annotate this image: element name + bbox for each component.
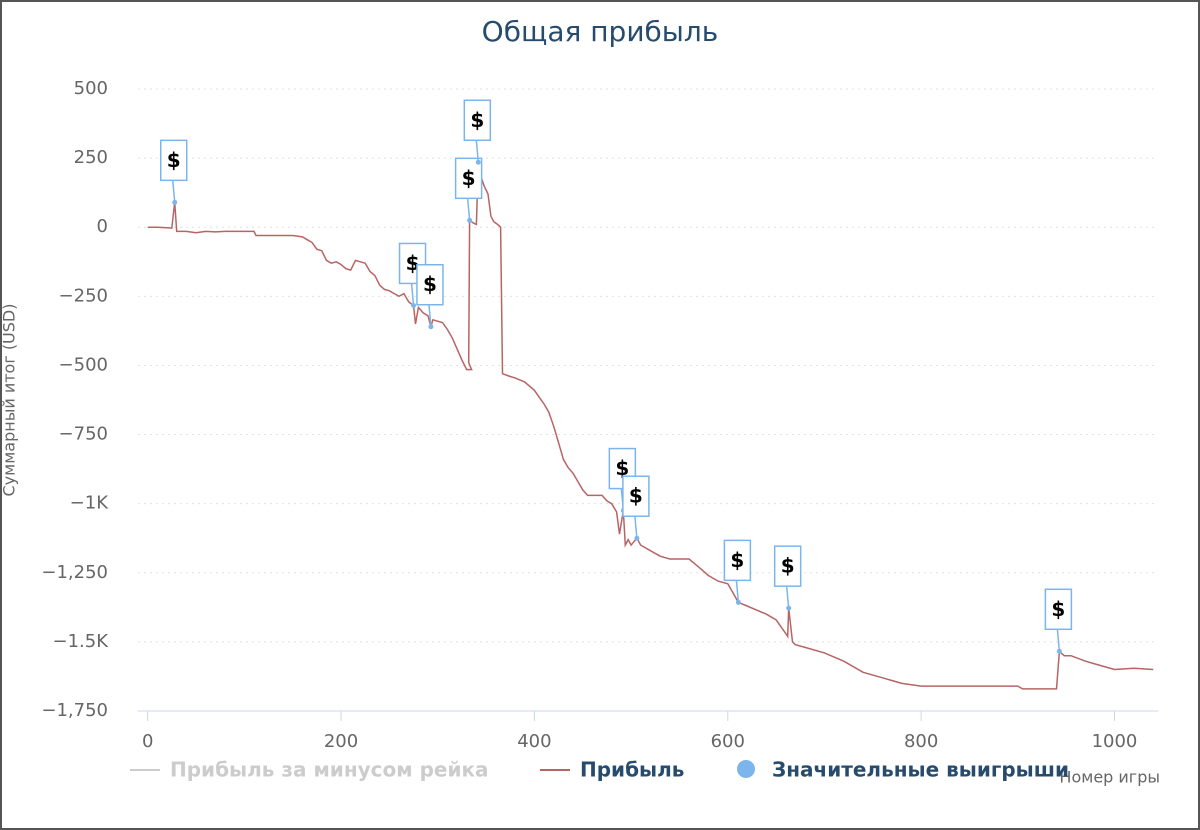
- legend-item[interactable]: Значительные выигрыши: [737, 758, 1069, 782]
- flag-label: $: [629, 484, 643, 508]
- flag-label: $: [406, 251, 420, 275]
- x-axis-label: Номер игры: [1059, 768, 1160, 787]
- flag-box: [773, 545, 802, 587]
- win-point: [475, 159, 481, 165]
- y-tick-label: 500: [74, 78, 108, 99]
- win-point: [735, 599, 741, 605]
- win-point: [411, 302, 417, 308]
- legend-label: Значительные выигрыши: [772, 758, 1069, 782]
- flag-label: $: [470, 108, 484, 132]
- legend-item[interactable]: Прибыль: [540, 758, 684, 782]
- profit-line: [147, 162, 1154, 690]
- y-tick-label: −500: [59, 354, 108, 375]
- flag-box: [463, 99, 492, 142]
- flag-label: $: [781, 554, 795, 578]
- flag-box: [622, 475, 650, 517]
- win-point: [467, 217, 473, 223]
- x-tick-label: 400: [517, 731, 551, 752]
- flag-label: $: [615, 456, 629, 480]
- win-point: [1056, 648, 1062, 654]
- y-tick-label: 0: [97, 216, 108, 237]
- win-point: [428, 324, 434, 330]
- flag-label: $: [1051, 597, 1065, 621]
- flag-label: $: [730, 548, 744, 572]
- x-tick-label: 0: [142, 731, 153, 752]
- y-tick-label: −750: [59, 424, 108, 445]
- legend-item[interactable]: Прибыль за минусом рейка: [130, 758, 489, 782]
- flag-connector: [735, 580, 740, 603]
- win-point: [634, 535, 640, 541]
- win-point: [786, 605, 792, 611]
- y-tick-label: −1,250: [41, 562, 108, 583]
- chart-title: Общая прибыль: [482, 15, 719, 48]
- flag-connector: [428, 304, 432, 327]
- legend-label: Прибыль за минусом рейка: [170, 758, 489, 782]
- y-tick-label: −1.5K: [52, 631, 109, 652]
- flag-connector: [171, 180, 176, 203]
- flag-connector: [410, 283, 415, 306]
- flag-box: [454, 157, 483, 200]
- y-axis-label: Суммарный итог (USD): [0, 304, 19, 497]
- flag-connector: [466, 198, 471, 221]
- win-point: [172, 199, 178, 205]
- flag-box: [416, 263, 444, 306]
- flag-box: [1044, 588, 1073, 631]
- flag-connector: [1056, 629, 1061, 652]
- flag-label: $: [167, 148, 181, 172]
- y-tick-label: −1K: [70, 493, 110, 514]
- y-tick-label: 250: [74, 147, 108, 168]
- flag-label: $: [423, 272, 437, 296]
- legend-symbol: [737, 760, 755, 778]
- legend-label: Прибыль: [580, 758, 684, 782]
- flag-box: [159, 139, 188, 182]
- flag-box: [723, 539, 752, 582]
- flag-label: $: [462, 166, 476, 190]
- x-tick-label: 1000: [1092, 731, 1138, 752]
- y-tick-label: −250: [59, 285, 108, 306]
- flag-connector: [785, 586, 790, 609]
- x-tick-label: 600: [711, 731, 745, 752]
- x-tick-label: 800: [904, 731, 938, 752]
- x-tick-label: 200: [324, 731, 358, 752]
- y-tick-label: −1,750: [41, 700, 108, 721]
- flag-connector: [475, 140, 480, 163]
- flag-connector: [634, 516, 638, 539]
